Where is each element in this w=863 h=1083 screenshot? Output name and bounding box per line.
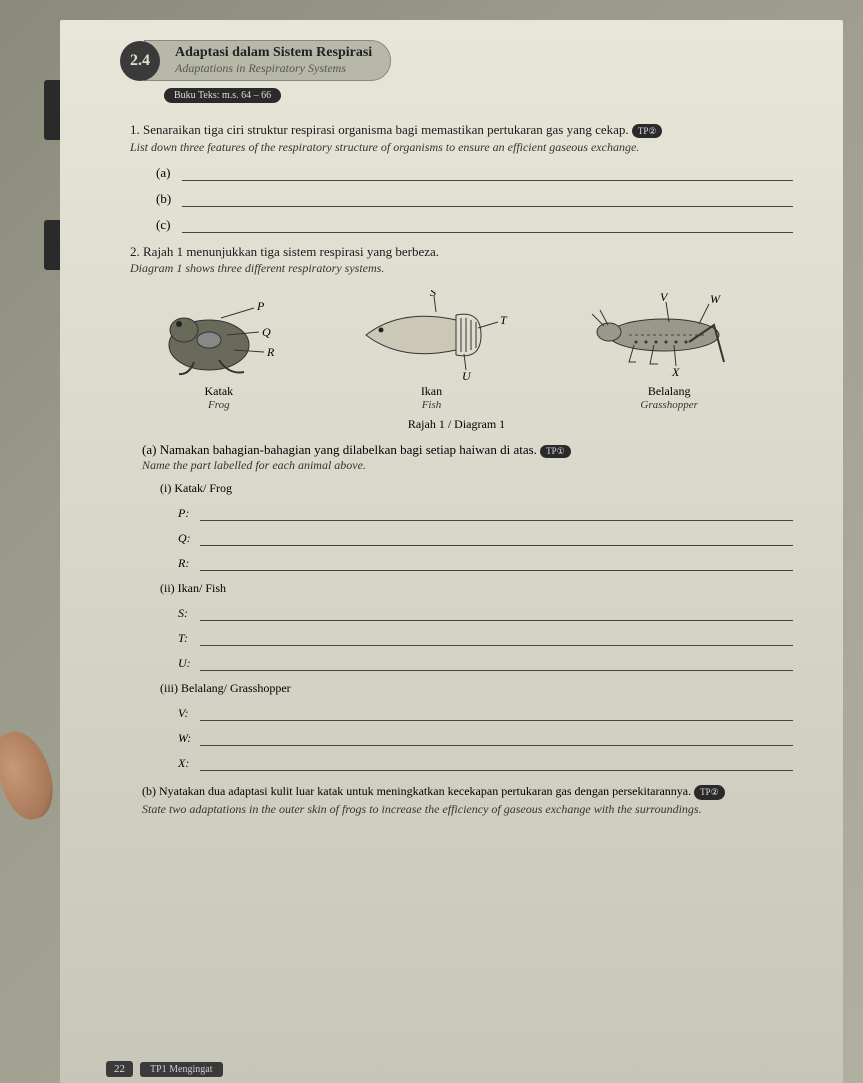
lbl-X: X: (178, 756, 200, 771)
frog-name-en: Frog (149, 399, 289, 411)
answer-line[interactable] (200, 609, 793, 621)
answer-line[interactable] (200, 509, 793, 521)
label-S: S (430, 290, 436, 299)
frog-svg: P Q R (149, 290, 289, 380)
frog-name-ms: Katak (149, 384, 289, 399)
lbl-U: U: (178, 656, 200, 671)
q2a: (a) Namakan bahagian-bahagian yang dilab… (142, 442, 793, 473)
section-number: 2.4 (120, 41, 160, 81)
lbl-T: T: (178, 631, 200, 646)
q2-text-en: Diagram 1 shows three different respirat… (130, 260, 793, 276)
figure-grasshopper: V W X Belalang Grasshopper (574, 290, 764, 411)
label-W: W (710, 292, 721, 306)
fish-svg: S T U (346, 290, 516, 380)
roman-ii-title: Ikan/ Fish (178, 581, 226, 595)
q1-num: 1. (130, 122, 140, 137)
roman-iii-title: Belalang/ Grasshopper (181, 681, 291, 695)
label-P: P (256, 299, 265, 313)
roman-i-title: Katak/ Frog (174, 481, 232, 495)
lbl-V: V: (178, 706, 200, 721)
finger-photo-artifact (0, 725, 61, 825)
q2b: (b) Nyatakan dua adaptasi kulit luar kat… (142, 783, 793, 818)
diagram-caption: Rajah 1 / Diagram 1 (120, 417, 793, 432)
q2b-label: (b) (142, 784, 156, 798)
answer-line[interactable] (200, 759, 793, 771)
diagram-row: P Q R Katak Frog S (120, 290, 793, 411)
roman-iii-label: (iii) (160, 681, 178, 695)
lbl-S: S: (178, 606, 200, 621)
figure-frog: P Q R Katak Frog (149, 290, 289, 411)
section-title-ms: Adaptasi dalam Sistem Respirasi (175, 45, 372, 61)
answer-line[interactable] (200, 559, 793, 571)
q2b-text-ms: Nyatakan dua adaptasi kulit luar katak u… (159, 784, 691, 798)
label-X: X (671, 365, 680, 379)
fish-name-en: Fish (346, 399, 516, 411)
q2a-text-en: Name the part labelled for each animal a… (142, 458, 793, 473)
textbook-reference: Buku Teks: m.s. 64 – 66 (164, 88, 281, 103)
section-title-en: Adaptations in Respiratory Systems (175, 61, 372, 76)
grasshopper-name-ms: Belalang (574, 384, 764, 399)
question-1: 1. Senaraikan tiga ciri struktur respira… (130, 121, 793, 155)
q2a-i: (i) Katak/ Frog (160, 481, 793, 496)
tp-badge: TP② (632, 124, 663, 138)
section-header: 2.4 Adaptasi dalam Sistem Respirasi Adap… (120, 40, 793, 81)
q1-c-label: (c) (156, 217, 182, 233)
tp-badge: TP① (540, 445, 571, 458)
label-U: U (462, 369, 472, 380)
lbl-W: W: (178, 731, 200, 746)
q1-a-label: (a) (156, 165, 182, 181)
q2a-iii: (iii) Belalang/ Grasshopper (160, 681, 793, 696)
roman-ii-label: (ii) (160, 581, 175, 595)
fish-name-ms: Ikan (346, 384, 516, 399)
figure-fish: S T U Ikan Fish (346, 290, 516, 411)
answer-line[interactable] (182, 167, 793, 181)
label-Q: Q (262, 325, 271, 339)
label-V: V (660, 290, 669, 304)
answer-line[interactable] (182, 193, 793, 207)
grasshopper-name-en: Grasshopper (574, 399, 764, 411)
question-2: 2. Rajah 1 menunjukkan tiga sistem respi… (130, 243, 793, 277)
q1-text-ms: Senaraikan tiga ciri struktur respirasi … (143, 122, 629, 137)
lbl-P: P: (178, 506, 200, 521)
bottom-tab: TP1 Mengingat (140, 1062, 223, 1077)
answer-line[interactable] (200, 709, 793, 721)
answer-line[interactable] (200, 659, 793, 671)
section-title-block: Adaptasi dalam Sistem Respirasi Adaptati… (144, 40, 391, 81)
roman-i-label: (i) (160, 481, 171, 495)
q1-answer-lines: (a) (b) (c) (156, 165, 793, 233)
answer-line[interactable] (200, 634, 793, 646)
lbl-Q: Q: (178, 531, 200, 546)
q2a-text-ms: Namakan bahagian-bahagian yang dilabelka… (160, 442, 537, 457)
answer-line[interactable] (200, 734, 793, 746)
answer-line[interactable] (182, 219, 793, 233)
label-R: R (266, 345, 275, 359)
lbl-R: R: (178, 556, 200, 571)
label-T: T (500, 313, 508, 327)
q2a-label: (a) (142, 442, 156, 457)
answer-line[interactable] (200, 534, 793, 546)
q1-b-label: (b) (156, 191, 182, 207)
q2-num: 2. (130, 244, 140, 259)
grasshopper-svg: V W X (574, 290, 764, 380)
q2b-text-en: State two adaptations in the outer skin … (142, 802, 702, 816)
page-number: 22 (106, 1061, 133, 1077)
q2a-ii: (ii) Ikan/ Fish (160, 581, 793, 596)
q2-text-ms: Rajah 1 menunjukkan tiga sistem respiras… (143, 244, 439, 259)
worksheet-page: 2.4 Adaptasi dalam Sistem Respirasi Adap… (60, 20, 843, 1083)
q1-text-en: List down three features of the respirat… (130, 139, 793, 155)
tp-badge: TP② (694, 785, 725, 800)
